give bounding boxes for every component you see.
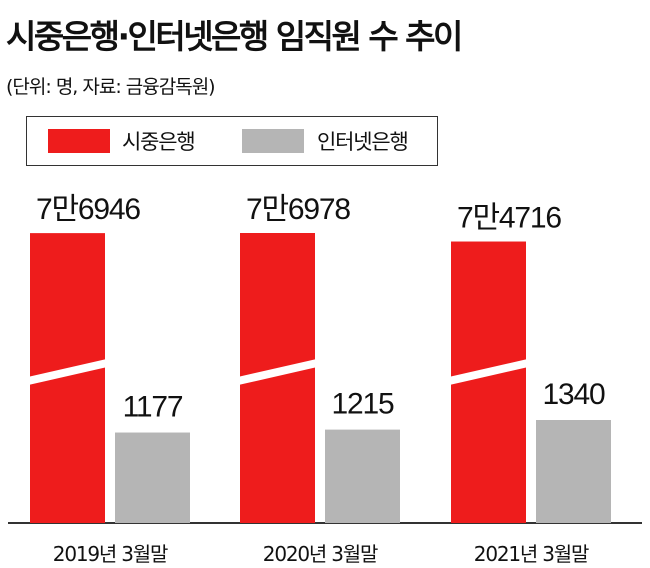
axis-break-3 <box>448 359 529 385</box>
data-label-commercial-1: 7만6946 <box>36 193 140 226</box>
legend-swatch-commercial <box>48 129 110 153</box>
bar-internet-2 <box>325 429 400 523</box>
x-tick-label-1: 2019년 3월말 <box>53 542 168 566</box>
data-label-internet-3: 1340 <box>543 378 605 411</box>
legend-label-internet: 인터넷은행 <box>317 130 409 154</box>
bar-commercial-3 <box>451 241 526 523</box>
legend-label-commercial: 시중은행 <box>122 130 196 154</box>
data-label-commercial-3: 7만4716 <box>457 202 561 235</box>
bar-internet-1 <box>115 432 190 523</box>
data-label-internet-1: 1177 <box>123 391 183 424</box>
data-label-commercial-2: 7만6978 <box>246 193 350 226</box>
x-tick-label-3: 2021년 3월말 <box>474 542 589 566</box>
chart-title: 시중은행·인터넷은행 임직원 수 추이 <box>6 17 463 56</box>
legend: 시중은행 인터넷은행 <box>26 116 438 166</box>
axis-break-1 <box>27 359 108 385</box>
axis-break-2 <box>237 359 318 385</box>
data-label-internet-2: 1215 <box>332 388 394 421</box>
x-tick-label-2: 2020년 3월말 <box>263 542 378 566</box>
chart-subtitle: (단위: 명, 자료: 금융감독원) <box>6 76 216 98</box>
bar-internet-3 <box>536 420 611 523</box>
legend-swatch-internet <box>242 129 304 153</box>
